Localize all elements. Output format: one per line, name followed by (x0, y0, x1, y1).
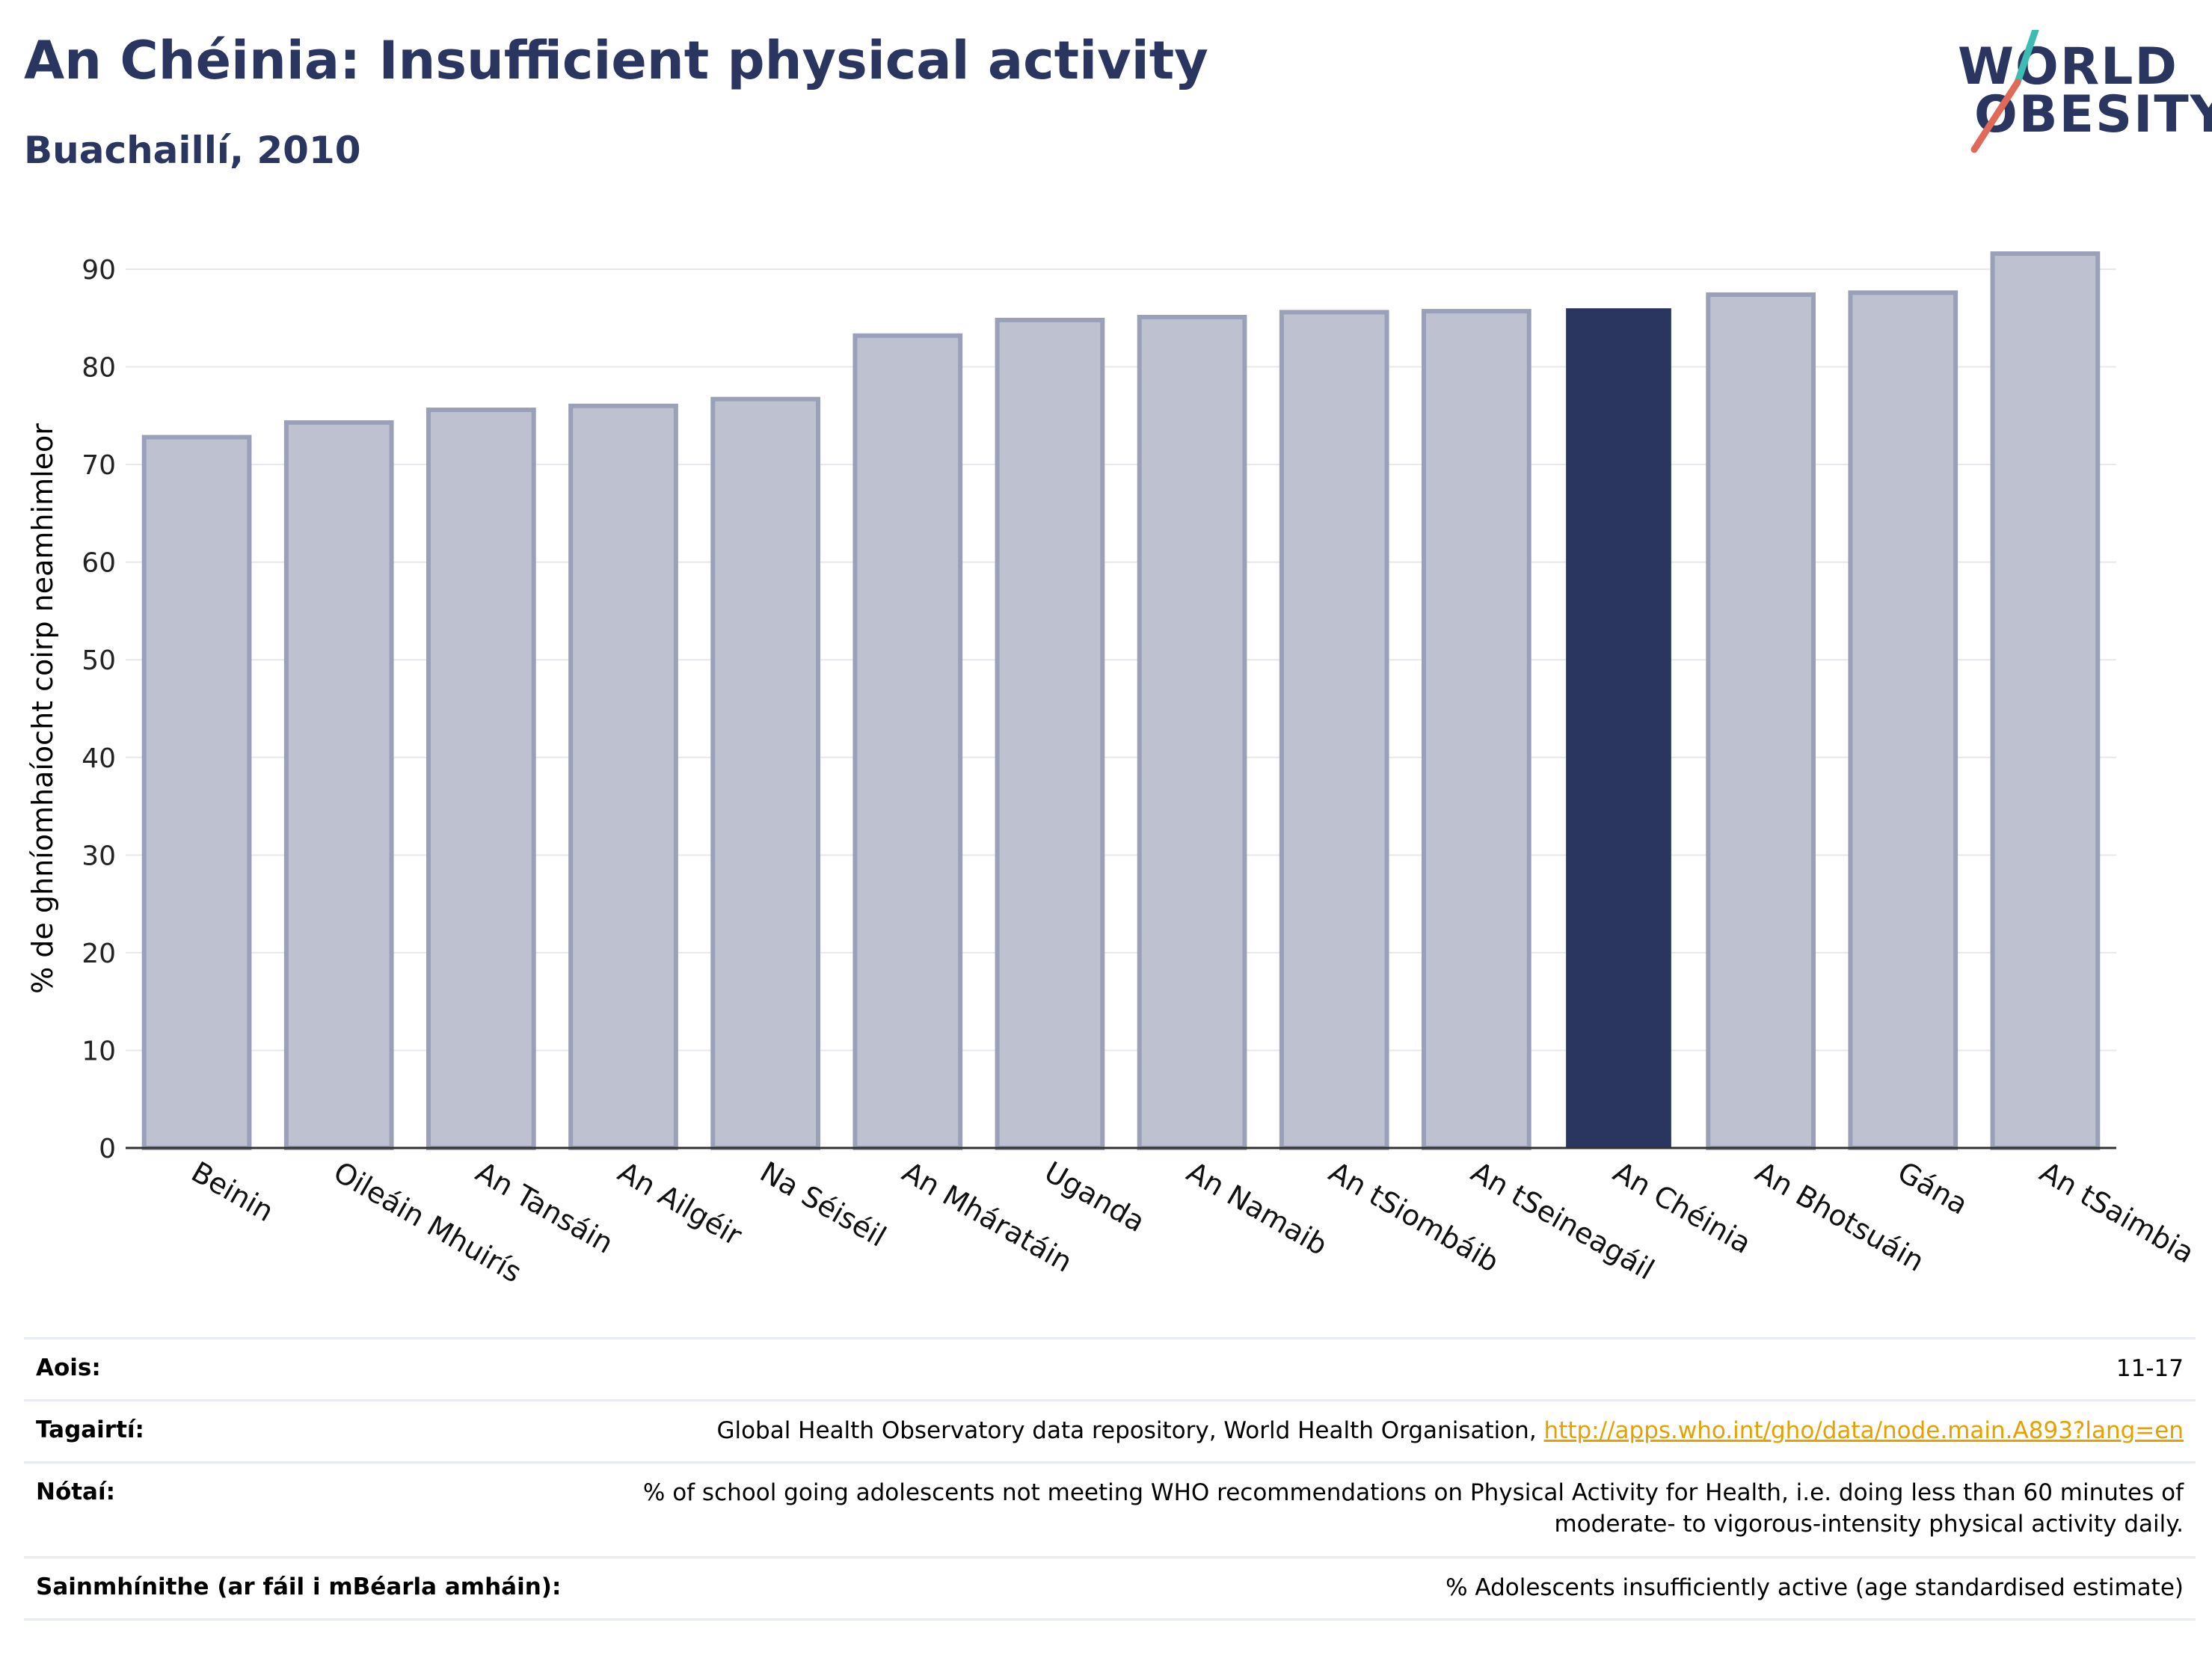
x-tick-label: An tSaimbia (2034, 1155, 2199, 1270)
x-tick-label: Na Séiséil (755, 1155, 891, 1253)
bar-uganda[interactable] (995, 317, 1105, 1150)
y-tick-label: 80 (82, 353, 116, 384)
bar-an-ailgéir[interactable] (568, 403, 678, 1150)
y-tick-label: 20 (82, 939, 116, 969)
bar-an-mháratáin[interactable] (852, 333, 963, 1150)
references-value: Global Health Observatory data repositor… (716, 1415, 2184, 1446)
y-tick-label: 90 (82, 255, 116, 286)
world-obesity-logo: WORLD OBESITY (1952, 30, 2212, 157)
page-title: An Chéinia: Insufficient physical activi… (24, 30, 1208, 91)
bar-an-bhotsuáin[interactable] (1706, 292, 1816, 1150)
info-row-notes: Nótaí: % of school going adolescents not… (24, 1461, 2196, 1556)
y-axis-label: % de ghníomhaíocht coirp neamhimleor (26, 423, 59, 994)
bar-oileáin-mhuirís[interactable] (283, 420, 394, 1150)
definitions-value: % Adolescents insufficiently active (age… (1446, 1574, 2184, 1601)
references-label: Tagairtí: (36, 1416, 144, 1443)
logo-text-obesity: OBESITY (1974, 85, 2212, 144)
y-tick-label: 10 (82, 1036, 116, 1066)
info-table: Aois: 11-17 Tagairtí: Global Health Obse… (24, 1337, 2196, 1621)
bar-an-tansáin[interactable] (426, 408, 536, 1150)
bar-gána[interactable] (1848, 290, 1958, 1150)
bar-an-tsaimbia[interactable] (1990, 251, 2101, 1151)
notes-line-2: moderate- to vigorous-intensity physical… (1554, 1511, 2184, 1538)
logo-text-world: WORLD (1958, 37, 2178, 96)
x-tick-label: An Namaib (1182, 1155, 1333, 1262)
info-row-references: Tagairtí: Global Health Observatory data… (24, 1399, 2196, 1461)
page-subtitle: Buachaillí, 2010 (24, 129, 361, 172)
bar-chart: 0 10 20 30 40 50 60 70 80 90 Beinin Oileáin Mhuirí… (26, 251, 2200, 1289)
info-row-definitions: Sainmhínithe (ar fáil i mBéarla amháin):… (24, 1556, 2196, 1621)
y-tick-label: 50 (82, 645, 116, 676)
y-tick-label: 70 (82, 450, 116, 481)
bar-beinin[interactable] (141, 435, 252, 1150)
references-link[interactable]: http://apps.who.int/gho/data/node.main.A… (1543, 1417, 2184, 1444)
bar-an-namaib[interactable] (1137, 314, 1247, 1151)
age-label: Aois: (36, 1354, 101, 1381)
x-tick-label: Gána (1892, 1155, 1973, 1221)
bar-an-chéinia[interactable] (1566, 308, 1671, 1149)
x-tick-label: Uganda (1039, 1155, 1150, 1238)
y-axis-ticks: 0 10 20 30 40 50 60 70 80 90 (82, 255, 116, 1164)
info-row-age: Aois: 11-17 (24, 1337, 2196, 1399)
x-tick-label: Beinin (186, 1155, 280, 1228)
age-value: 11-17 (2116, 1355, 2184, 1382)
notes-line-1: % of school going adolescents not meetin… (642, 1479, 2184, 1506)
chart-bars (141, 251, 2101, 1151)
y-tick-label: 0 (99, 1134, 116, 1164)
bar-na-séiséil[interactable] (710, 396, 820, 1150)
x-tick-label: An Ailgéir (612, 1155, 748, 1253)
bar-an-tsiombáib[interactable] (1279, 310, 1389, 1150)
notes-label: Nótaí: (36, 1479, 116, 1505)
bar-an-tseineagáil[interactable] (1422, 309, 1531, 1150)
logo-slash-icon (1970, 30, 2039, 153)
y-tick-label: 30 (82, 841, 116, 871)
chart-gridlines (126, 268, 2116, 1051)
references-text: Global Health Observatory data repositor… (716, 1417, 1544, 1444)
definitions-label: Sainmhínithe (ar fáil i mBéarla amháin): (36, 1573, 562, 1600)
y-tick-label: 60 (82, 548, 116, 579)
notes-value: % of school going adolescents not meetin… (643, 1477, 2184, 1540)
y-tick-label: 40 (82, 743, 116, 774)
